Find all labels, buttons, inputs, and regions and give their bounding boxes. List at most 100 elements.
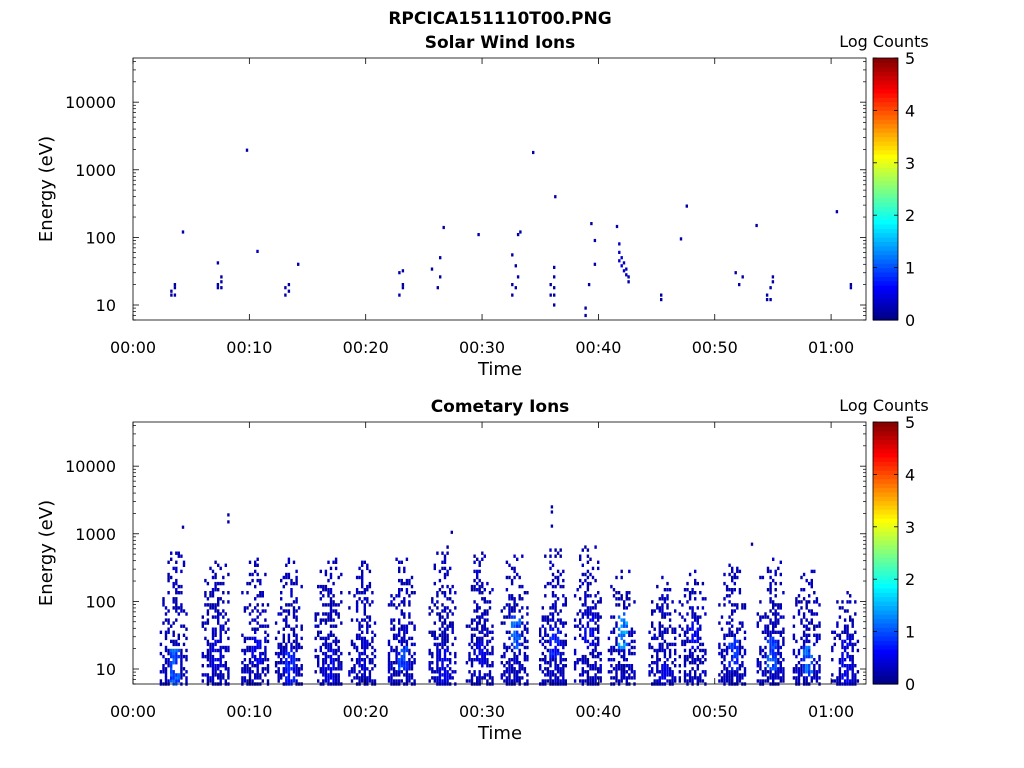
- heatmap-pixel: [554, 664, 557, 668]
- heatmap-pixel: [403, 648, 406, 653]
- heatmap-pixel: [358, 670, 361, 674]
- heatmap-pixel: [488, 676, 492, 680]
- heatmap-pixel: [556, 581, 560, 586]
- heatmap-pixel: [491, 636, 494, 641]
- heatmap-pixel: [478, 621, 481, 625]
- heatmap-pixel: [622, 269, 626, 273]
- heatmap-pixel: [436, 594, 439, 598]
- heatmap-pixel: [505, 575, 509, 580]
- heatmap-pixel: [204, 603, 207, 607]
- colorbar-frame: [872, 421, 899, 685]
- heatmap-pixel: [441, 633, 444, 637]
- heatmap-pixel: [774, 630, 777, 634]
- heatmap-pixel: [666, 645, 669, 650]
- heatmap-pixel: [556, 575, 560, 580]
- heatmap-pixel: [264, 624, 267, 628]
- heatmap-pixel: [214, 606, 217, 610]
- heatmap-pixel: [243, 670, 247, 674]
- heatmap-pixel: [405, 661, 409, 665]
- heatmap-pixel: [327, 560, 330, 564]
- heatmap-pixel: [405, 645, 409, 650]
- heatmap-pixel: [831, 645, 834, 650]
- heatmap-pixel: [584, 639, 587, 644]
- heatmap-pixel: [217, 639, 220, 644]
- heatmap-pixel: [243, 676, 247, 680]
- heatmap-pixel: [473, 648, 476, 653]
- heatmap-pixel: [731, 633, 734, 637]
- heatmap-pixel: [774, 676, 777, 680]
- heatmap-pixel: [206, 639, 210, 644]
- heatmap-pixel: [373, 664, 377, 668]
- heatmap-pixel: [774, 658, 777, 662]
- heatmap-pixel: [579, 673, 582, 677]
- heatmap-pixel: [615, 636, 618, 641]
- heatmap-pixel: [743, 648, 747, 653]
- heatmap-pixel: [759, 645, 762, 650]
- heatmap-pixel: [586, 664, 590, 668]
- heatmap-pixel: [443, 554, 447, 558]
- heatmap-pixel: [327, 594, 330, 598]
- heatmap-pixel: [813, 664, 816, 668]
- heatmap-pixel: [651, 609, 654, 613]
- heatmap-pixel: [772, 557, 775, 561]
- heatmap-pixel: [332, 676, 335, 680]
- heatmap-pixel: [201, 679, 204, 683]
- heatmap-pixel: [505, 676, 509, 680]
- heatmap-pixel: [392, 648, 396, 653]
- heatmap-pixel: [851, 633, 854, 637]
- heatmap-pixel: [741, 606, 744, 610]
- heatmap-pixel: [688, 639, 692, 644]
- heatmap-pixel: [843, 670, 847, 674]
- heatmap-pixel: [851, 679, 854, 683]
- heatmap-pixel: [438, 667, 442, 671]
- heatmap-pixel: [438, 676, 442, 680]
- heatmap-pixel: [674, 664, 677, 668]
- heatmap-pixel: [295, 648, 298, 653]
- heatmap-pixel: [615, 224, 619, 229]
- heatmap-pixel: [243, 658, 247, 662]
- heatmap-pixel: [441, 609, 444, 613]
- heatmap-pixel: [556, 578, 560, 583]
- heatmap-pixel: [164, 661, 168, 665]
- heatmap-pixel: [390, 600, 393, 604]
- heatmap-pixel: [363, 636, 366, 641]
- colorbar-segment: [873, 504, 898, 510]
- heatmap-pixel: [818, 624, 821, 628]
- heatmap-pixel: [264, 572, 267, 577]
- heatmap-pixel: [549, 648, 552, 653]
- heatmap-pixel: [390, 627, 393, 631]
- heatmap-pixel: [694, 676, 697, 680]
- heatmap-pixel: [589, 633, 592, 637]
- heatmap-pixel: [443, 575, 447, 580]
- heatmap-pixel: [410, 575, 414, 580]
- heatmap-pixel: [584, 578, 587, 583]
- heatmap-pixel: [322, 679, 325, 683]
- heatmap-pixel: [317, 633, 320, 637]
- heatmap-pixel: [594, 578, 597, 583]
- heatmap-pixel: [398, 661, 401, 665]
- heatmap-pixel: [731, 654, 734, 659]
- heatmap-pixel: [451, 676, 454, 680]
- heatmap-pixel: [854, 679, 857, 683]
- heatmap-pixel: [465, 661, 469, 665]
- heatmap-pixel: [586, 609, 590, 613]
- heatmap-pixel: [285, 645, 288, 650]
- heatmap-pixel: [668, 651, 672, 656]
- heatmap-pixel: [516, 275, 520, 279]
- heatmap-pixel: [214, 639, 217, 644]
- heatmap-pixel: [617, 664, 621, 668]
- heatmap-pixel: [841, 676, 844, 680]
- heatmap-pixel: [483, 676, 486, 680]
- heatmap-pixel: [317, 658, 320, 662]
- heatmap-pixel: [256, 578, 259, 583]
- heatmap-pixel: [556, 630, 560, 634]
- heatmap-pixel: [292, 658, 296, 662]
- heatmap-pixel: [591, 633, 595, 637]
- heatmap-pixel: [581, 661, 584, 665]
- heatmap-pixel: [436, 551, 439, 555]
- heatmap-pixel: [625, 679, 628, 683]
- heatmap-pixel: [319, 636, 322, 641]
- heatmap-pixel: [387, 651, 391, 656]
- heatmap-pixel: [403, 633, 406, 637]
- heatmap-pixel: [300, 645, 303, 650]
